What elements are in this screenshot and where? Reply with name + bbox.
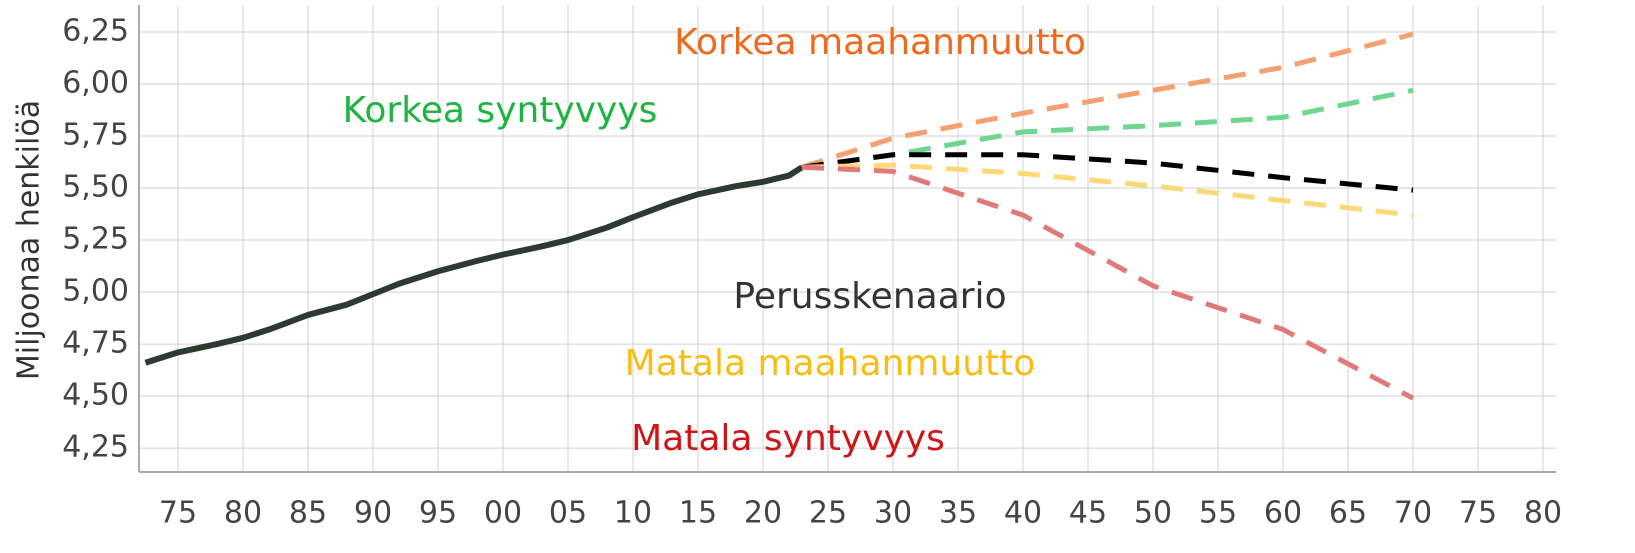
y-tick-label: 4,75 xyxy=(62,326,129,361)
x-tick-label: 95 xyxy=(419,496,457,531)
y-tick-label: 6,00 xyxy=(62,66,129,101)
series-line xyxy=(144,164,804,366)
y-tick-label: 4,50 xyxy=(62,378,129,413)
x-tick-label: 80 xyxy=(1524,496,1562,531)
x-tick-label: 10 xyxy=(614,496,652,531)
series-label: Korkea syntyvyys xyxy=(343,90,658,131)
y-tick-label: 4,25 xyxy=(62,430,129,465)
x-tick-label: 15 xyxy=(679,496,717,531)
x-tick-label: 60 xyxy=(1264,496,1302,531)
x-tick-label: 20 xyxy=(744,496,782,531)
x-tick-label: 40 xyxy=(1004,496,1042,531)
series-label: Matala syntyvyys xyxy=(631,418,945,459)
y-tick-label: 6,25 xyxy=(62,14,129,49)
y-axis-label: Miljoonaa henkilöä xyxy=(12,100,47,380)
x-tick-label: 35 xyxy=(939,496,977,531)
x-tick-label: 25 xyxy=(809,496,847,531)
y-tick-label: 5,25 xyxy=(62,222,129,257)
y-tick-label: 5,00 xyxy=(62,274,129,309)
x-tick-label: 85 xyxy=(289,496,327,531)
x-tick-label: 80 xyxy=(224,496,262,531)
x-tick-label: 75 xyxy=(159,496,197,531)
x-tick-label: 50 xyxy=(1134,496,1172,531)
x-tick-label: 55 xyxy=(1199,496,1237,531)
series-label: Korkea maahanmuutto xyxy=(674,22,1086,63)
x-tick-label: 70 xyxy=(1394,496,1432,531)
series-line xyxy=(801,162,1414,218)
series-line xyxy=(801,152,1414,193)
y-tick-label: 5,50 xyxy=(62,170,129,205)
x-tick-label: 65 xyxy=(1329,496,1367,531)
x-tick-label: 05 xyxy=(549,496,587,531)
y-tick-label: 5,75 xyxy=(62,118,129,153)
x-tick-label: 90 xyxy=(354,496,392,531)
series-label: Matala maahanmuutto xyxy=(625,343,1036,384)
x-tick-label: 45 xyxy=(1069,496,1107,531)
x-tick-label: 75 xyxy=(1459,496,1497,531)
series-label: Perusskenaario xyxy=(733,276,1006,317)
series-line xyxy=(801,164,1415,401)
x-tick-label: 00 xyxy=(484,496,522,531)
x-tick-label: 30 xyxy=(874,496,912,531)
series-line xyxy=(801,31,1414,170)
